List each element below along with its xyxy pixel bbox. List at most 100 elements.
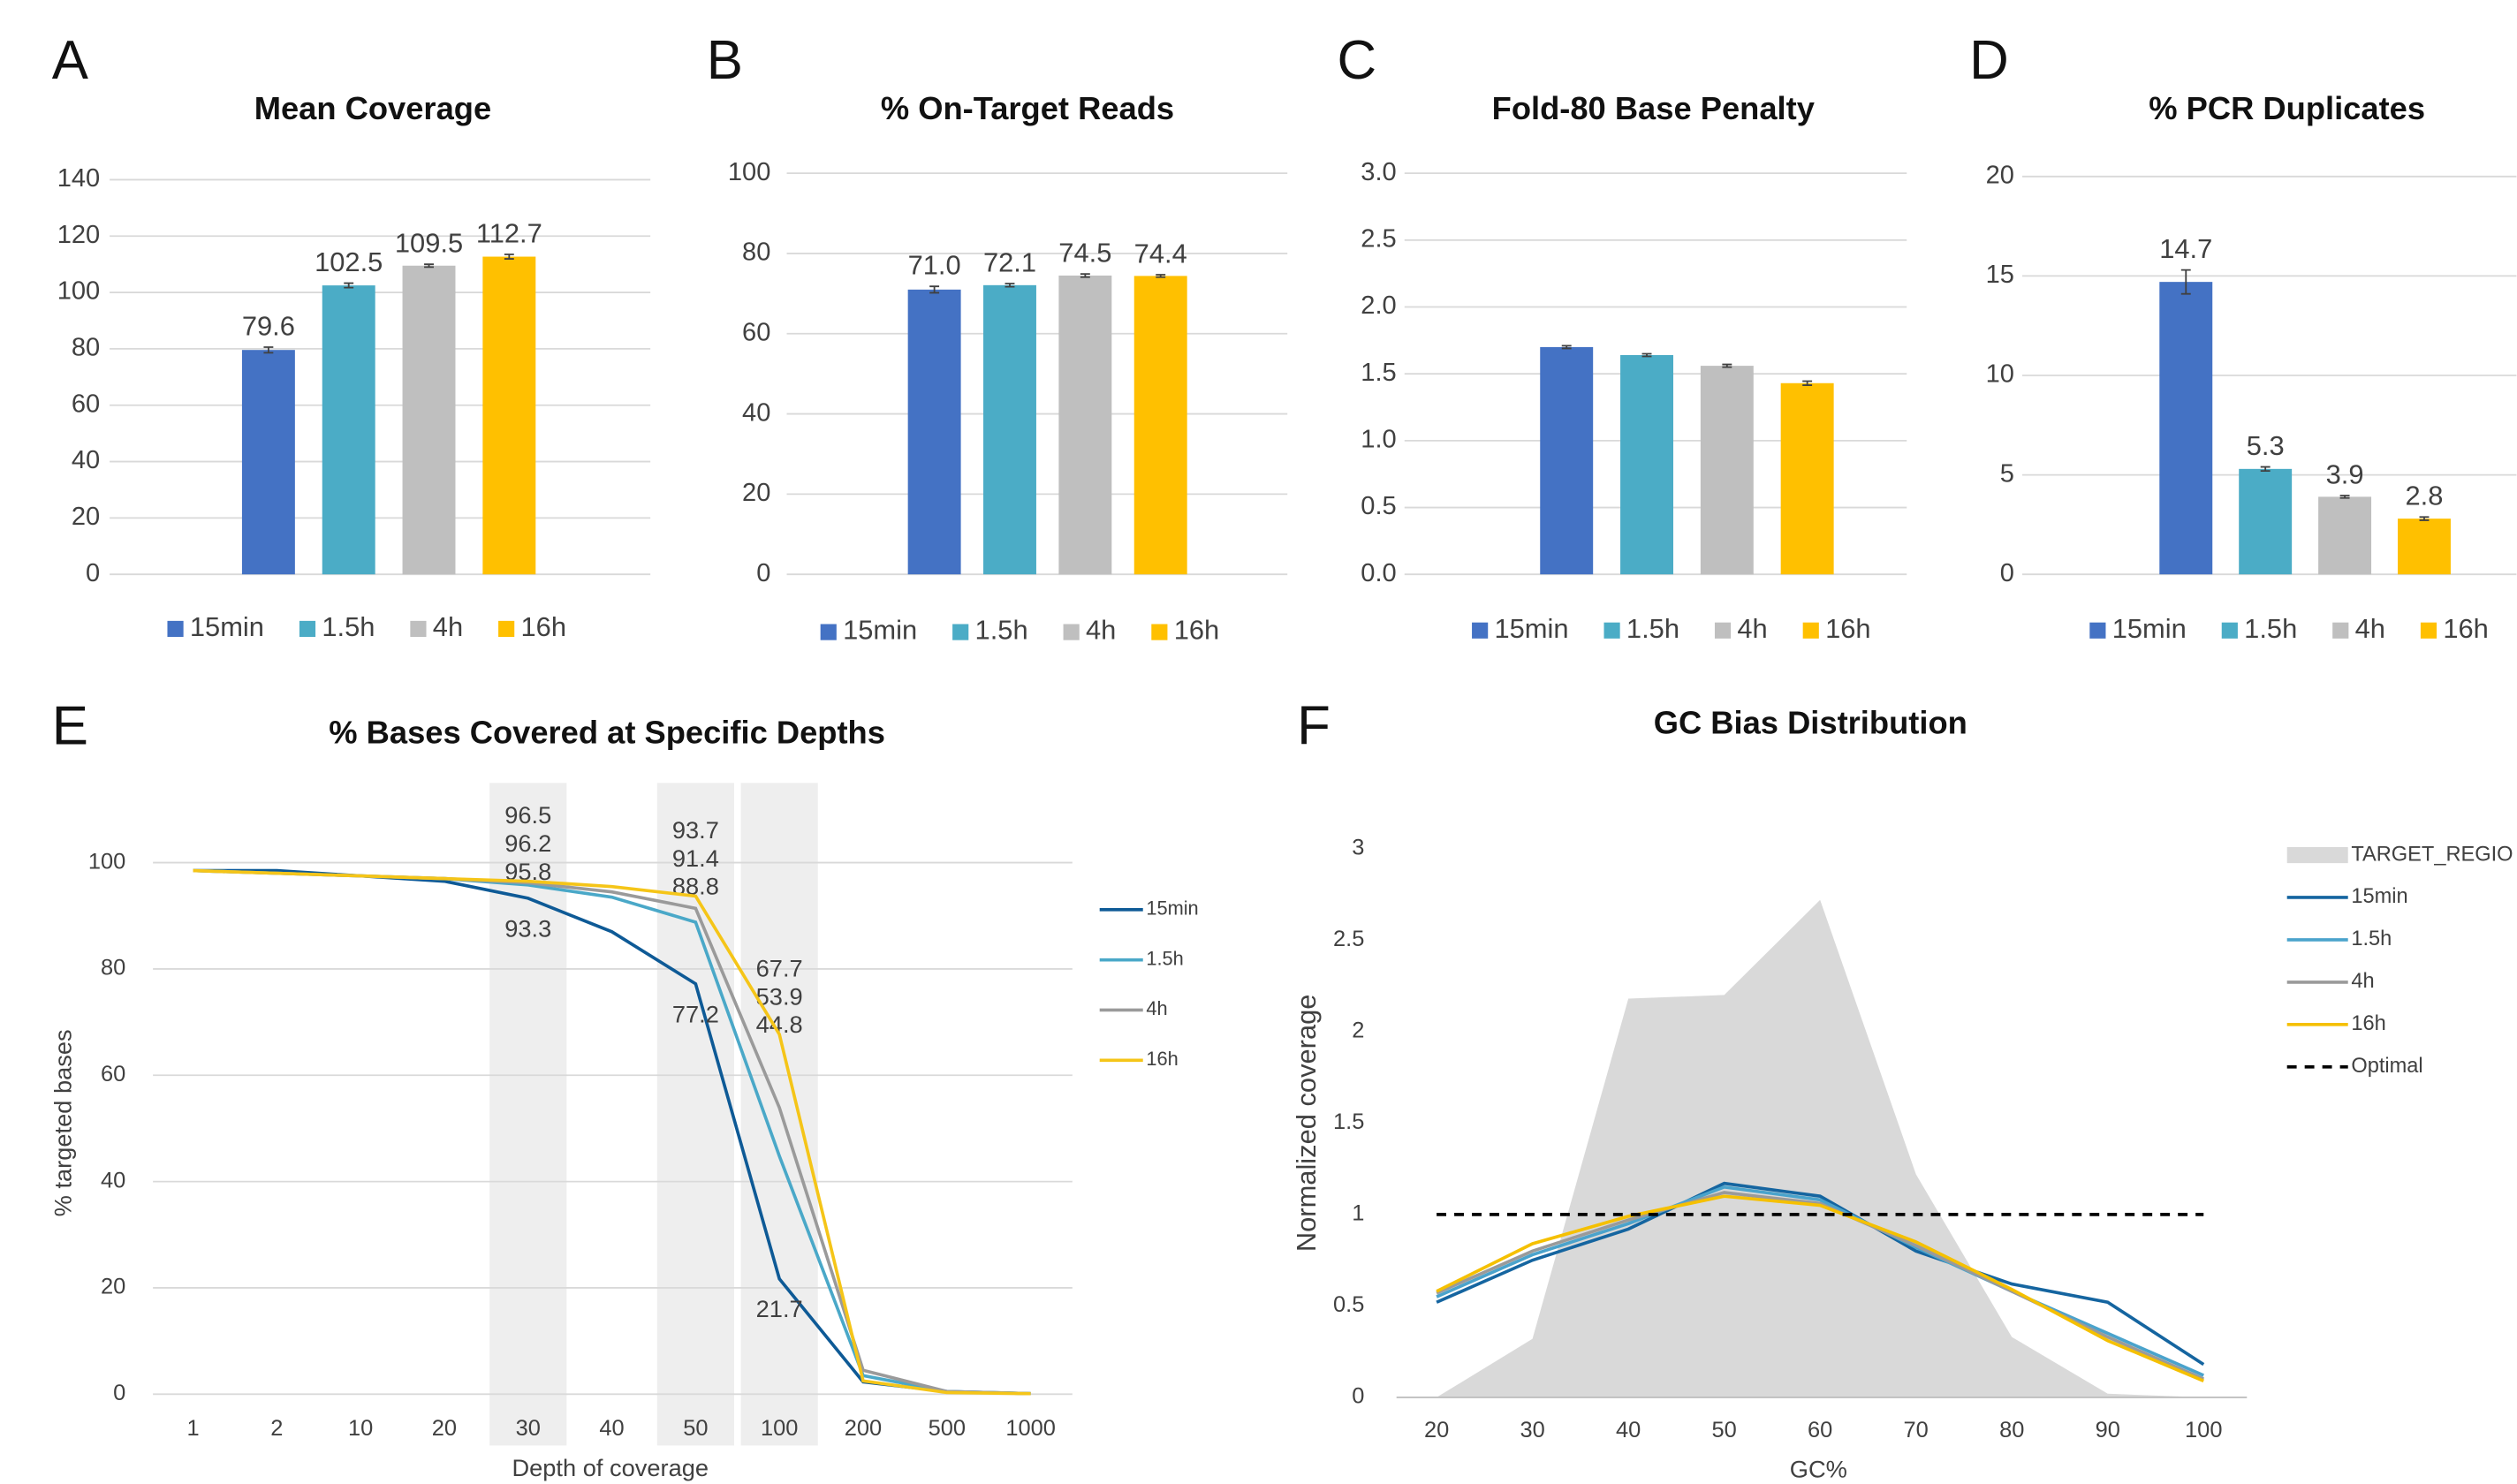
y-tick-label: 100 (728, 158, 770, 186)
legend-swatch (410, 620, 427, 638)
legend-label: 16h (1825, 613, 1871, 644)
legend-label: 4h (1086, 615, 1116, 646)
bar (1700, 366, 1754, 575)
error-bar (2260, 466, 2271, 473)
legend-swatch (1063, 624, 1080, 640)
legend-swatch (299, 620, 316, 638)
error-bar (1005, 283, 1015, 288)
legend-swatch (952, 624, 969, 640)
x-tick-label: 20 (432, 1416, 457, 1441)
legend-label: 1.5h (2244, 613, 2297, 644)
line (1436, 1194, 2204, 1382)
legend-label: 15min (843, 615, 917, 646)
data-label: 3.9 (2326, 458, 2364, 489)
legend-swatch (1802, 622, 1819, 639)
x-tick-label: 40 (1616, 1418, 1641, 1442)
data-label: 74.4 (1134, 238, 1187, 269)
error-bar (344, 282, 354, 289)
y-tick-label: 20 (1986, 161, 2014, 189)
data-label: 5.3 (2247, 430, 2285, 461)
error-bar (2339, 495, 2350, 499)
y-tick-label: 80 (101, 956, 125, 980)
y-tick-label: 15 (1986, 261, 2014, 289)
data-label: 109.5 (395, 228, 463, 259)
legend-swatch (1151, 624, 1168, 640)
error-bar (1080, 273, 1090, 278)
legend-label: 4h (2355, 613, 2385, 644)
x-tick-label: 30 (516, 1416, 541, 1441)
data-label: 102.5 (315, 246, 383, 277)
x-tick-label: 100 (2185, 1418, 2222, 1442)
y-tick-label: 1.5 (1361, 359, 1396, 387)
y-tick-label: 100 (57, 277, 100, 306)
legend-swatch (167, 620, 184, 638)
legend-label: 16h (1146, 1048, 1178, 1070)
x-axis-label: GC% (1790, 1456, 1847, 1483)
x-tick-label: 500 (929, 1416, 966, 1441)
line (1436, 1185, 2204, 1377)
line (193, 868, 1031, 1396)
data-label: 77.2 (672, 1000, 719, 1027)
legend-label: 1.5h (1626, 613, 1679, 644)
legend-swatch (1714, 622, 1732, 639)
error-bar (1722, 363, 1732, 368)
error-bar (2180, 269, 2191, 295)
y-tick-label: 0 (86, 559, 100, 587)
x-tick-label: 90 (2096, 1418, 2120, 1442)
y-tick-label: 0.0 (1361, 559, 1396, 587)
legend-label: 16h (2351, 1012, 2385, 1035)
legend-label: 1.5h (1146, 947, 1183, 969)
y-tick-label: 0.5 (1361, 492, 1396, 520)
legend-swatch (2089, 622, 2106, 639)
data-label: 93.3 (504, 914, 551, 942)
legend-swatch (498, 620, 515, 638)
y-axis-label: Normalized coverage (1291, 995, 1322, 1253)
highlight-band (740, 783, 818, 1446)
chart-title: % On-Target Reads (881, 90, 1174, 126)
error-bar (424, 263, 434, 269)
y-tick-label: 40 (72, 446, 100, 474)
data-label: 74.5 (1058, 237, 1111, 268)
data-label: 79.6 (242, 310, 295, 341)
y-tick-label: 20 (72, 503, 100, 531)
panel-letter: D (1969, 30, 2009, 91)
x-tick-label: 50 (1712, 1418, 1737, 1442)
y-tick-label: 5 (2000, 459, 2014, 488)
error-bar (1641, 352, 1652, 358)
y-tick-label: 2.5 (1333, 927, 1364, 951)
legend-label: 1.5h (975, 615, 1028, 646)
panel-letter: B (707, 30, 743, 91)
y-tick-label: 1 (1352, 1201, 1364, 1226)
bar (322, 285, 375, 575)
bar (482, 256, 536, 575)
y-tick-label: 3 (1352, 835, 1364, 859)
panel-letter: F (1297, 696, 1331, 757)
data-label: 53.9 (756, 982, 803, 1010)
x-tick-label: 2 (270, 1416, 283, 1441)
data-label: 67.7 (756, 954, 803, 981)
error-bar (929, 285, 940, 294)
y-tick-label: 1.0 (1361, 426, 1396, 454)
x-tick-label: 1 (186, 1416, 199, 1441)
line (1436, 1191, 2204, 1381)
x-tick-label: 1000 (1005, 1416, 1056, 1441)
legend-label: 1.5h (322, 611, 375, 642)
y-tick-label: 1.5 (1333, 1109, 1364, 1134)
chart-title: GC Bias Distribution (1654, 705, 1967, 741)
legend-label: TARGET_REGIO (2351, 843, 2513, 866)
panel-letter: A (52, 30, 89, 91)
bar (402, 265, 456, 575)
error-bar (2419, 516, 2430, 521)
bar (1133, 276, 1187, 575)
bar (2398, 519, 2451, 575)
legend-swatch (2420, 622, 2437, 639)
chart-title: Fold-80 Base Penalty (1492, 90, 1815, 126)
line (193, 868, 1031, 1396)
bar (2159, 282, 2213, 575)
y-tick-label: 2.5 (1361, 224, 1396, 253)
y-tick-label: 60 (742, 318, 770, 346)
y-tick-label: 10 (1986, 360, 2014, 389)
y-tick-label: 80 (72, 334, 100, 362)
error-bar (1561, 344, 1572, 350)
